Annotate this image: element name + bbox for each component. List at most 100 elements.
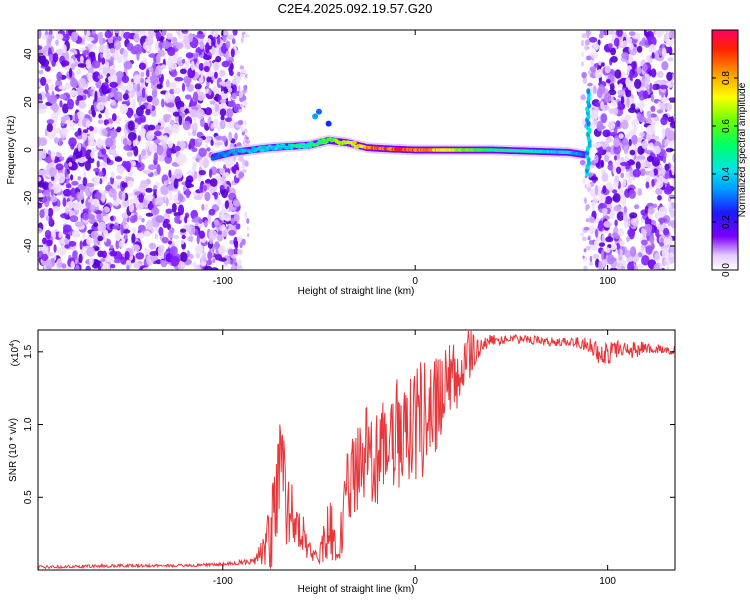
noise-blob bbox=[605, 247, 611, 253]
noise-blob bbox=[612, 193, 621, 203]
noise-blob bbox=[580, 39, 585, 47]
noise-blob bbox=[586, 55, 592, 61]
noise-blob bbox=[617, 89, 626, 96]
noise-blob bbox=[609, 82, 615, 92]
noise-blob bbox=[670, 164, 675, 172]
noise-blob bbox=[186, 250, 190, 258]
noise-blob bbox=[589, 255, 593, 263]
noise-blob bbox=[238, 259, 242, 267]
noise-blob bbox=[586, 186, 592, 192]
noise-blob bbox=[158, 41, 164, 49]
noise-blob bbox=[75, 99, 80, 106]
noise-blob bbox=[139, 30, 146, 37]
noise-blob bbox=[665, 147, 674, 153]
colorbar-tick-label: 0.6 bbox=[721, 119, 732, 133]
noise-blob bbox=[240, 73, 246, 77]
noise-blob bbox=[206, 259, 213, 266]
noise-blob bbox=[40, 76, 47, 86]
noise-blob bbox=[597, 64, 603, 69]
noise-blob bbox=[646, 124, 656, 136]
noise-blob bbox=[145, 78, 151, 84]
noise-blob bbox=[188, 235, 194, 243]
noise-blob bbox=[65, 82, 71, 90]
noise-blob bbox=[187, 132, 192, 137]
noise-blob bbox=[668, 30, 675, 39]
noise-blob bbox=[192, 161, 198, 168]
noise-blob bbox=[38, 176, 42, 182]
noise-blob bbox=[664, 237, 669, 247]
noise-blob bbox=[628, 189, 636, 199]
noise-blob bbox=[198, 62, 204, 71]
noise-blob bbox=[658, 206, 668, 216]
noise-blob bbox=[580, 232, 585, 237]
noise-blob bbox=[246, 136, 249, 140]
noise-blob bbox=[627, 228, 636, 237]
noise-blob bbox=[165, 79, 170, 88]
noise-blob bbox=[581, 33, 587, 39]
noise-blob bbox=[600, 194, 606, 204]
noise-blob bbox=[603, 92, 612, 103]
noise-blob bbox=[98, 113, 102, 119]
noise-blob bbox=[213, 30, 219, 38]
noise-blob bbox=[208, 89, 212, 96]
y-tick-label: -40 bbox=[23, 238, 34, 253]
noise-blob bbox=[241, 131, 245, 136]
noise-blob bbox=[246, 218, 250, 224]
noise-blob bbox=[596, 120, 604, 132]
noise-blob bbox=[185, 178, 192, 189]
noise-blob bbox=[591, 245, 598, 251]
noise-blob bbox=[208, 208, 216, 216]
noise-blob bbox=[659, 102, 666, 111]
noise-blob bbox=[48, 182, 52, 190]
noise-blob bbox=[74, 221, 83, 227]
signal-vertical bbox=[586, 88, 591, 95]
noise-blob bbox=[98, 221, 106, 233]
noise-blob bbox=[160, 73, 164, 83]
noise-blob bbox=[204, 107, 213, 116]
noise-blob bbox=[664, 102, 673, 111]
noise-blob bbox=[115, 175, 122, 180]
noise-blob bbox=[598, 60, 602, 66]
noise-blob bbox=[143, 230, 151, 237]
noise-blob bbox=[61, 33, 70, 42]
noise-blob bbox=[70, 174, 74, 181]
noise-blob bbox=[607, 121, 616, 130]
noise-blob bbox=[195, 52, 200, 58]
noise-blob bbox=[70, 260, 75, 270]
noise-blob bbox=[601, 172, 609, 182]
noise-region bbox=[38, 30, 251, 270]
noise-blob bbox=[103, 119, 109, 126]
noise-blob bbox=[646, 155, 655, 162]
noise-blob bbox=[148, 164, 156, 171]
noise-blob bbox=[213, 85, 218, 94]
noise-blob bbox=[153, 202, 157, 214]
noise-blob bbox=[594, 154, 599, 164]
noise-blob bbox=[199, 118, 205, 128]
noise-blob bbox=[659, 241, 664, 247]
noise-blob bbox=[648, 184, 653, 190]
noise-blob bbox=[71, 122, 75, 131]
noise-blob bbox=[108, 188, 117, 198]
noise-blob bbox=[82, 177, 88, 187]
noise-blob bbox=[121, 85, 127, 91]
noise-blob bbox=[72, 250, 78, 261]
noise-blob bbox=[66, 200, 74, 210]
noise-blob bbox=[120, 225, 124, 236]
noise-blob bbox=[244, 160, 249, 167]
noise-blob bbox=[127, 120, 135, 131]
noise-blob bbox=[162, 30, 167, 36]
noise-blob bbox=[39, 209, 45, 219]
noise-blob bbox=[45, 246, 49, 257]
noise-blob bbox=[600, 249, 605, 261]
noise-blob bbox=[645, 73, 651, 84]
noise-blob bbox=[112, 225, 120, 230]
noise-blob bbox=[626, 236, 630, 243]
noise-blob bbox=[110, 171, 115, 179]
noise-blob bbox=[647, 35, 657, 47]
noise-blob bbox=[214, 254, 223, 261]
noise-blob bbox=[211, 45, 215, 56]
noise-blob bbox=[219, 184, 225, 191]
noise-blob bbox=[238, 155, 245, 162]
noise-blob bbox=[86, 182, 95, 188]
noise-blob bbox=[613, 182, 619, 188]
